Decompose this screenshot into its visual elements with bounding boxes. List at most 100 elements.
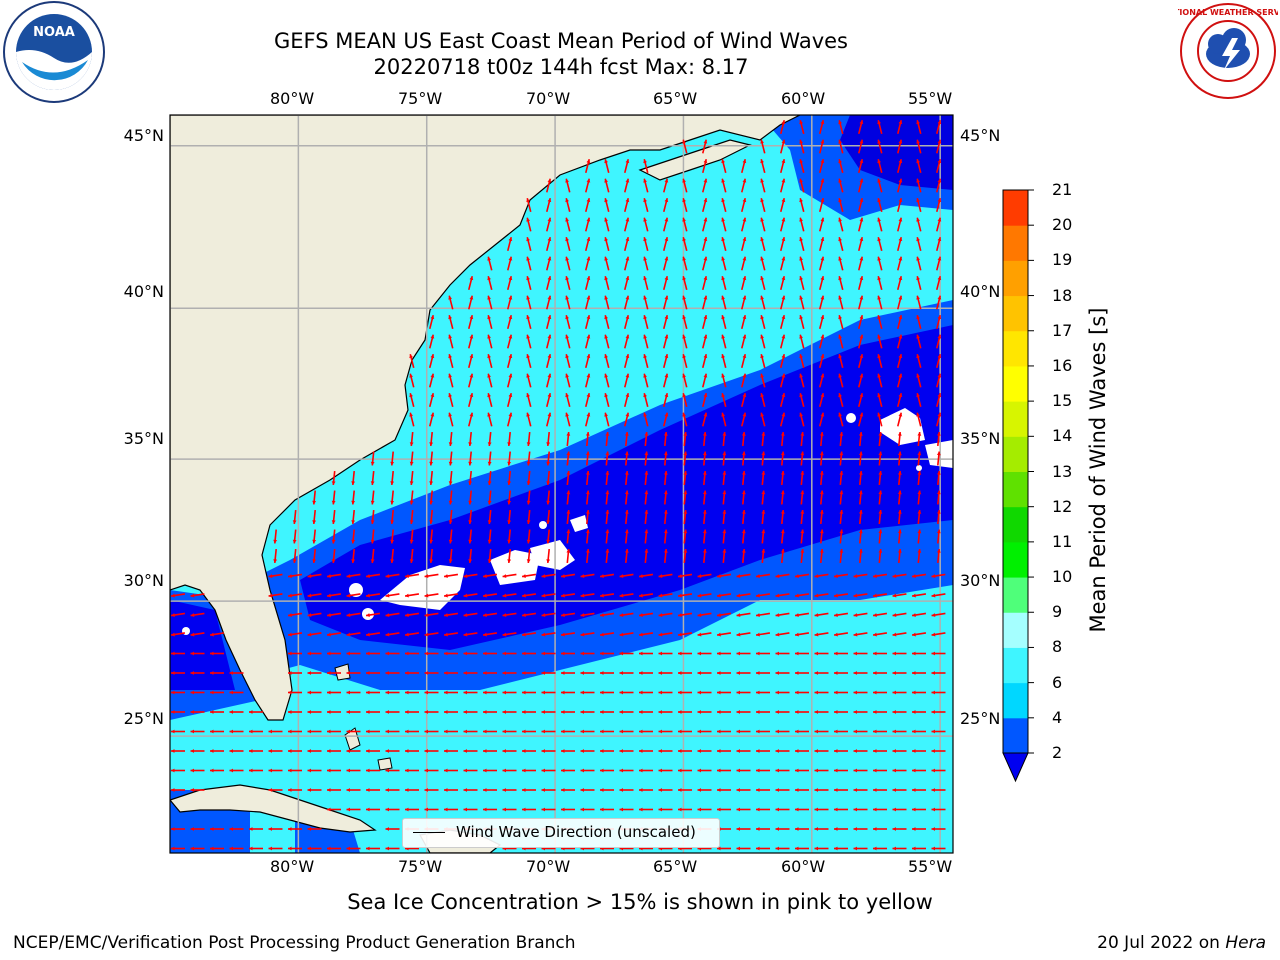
wind-wave-arrow (892, 573, 907, 578)
wind-wave-arrow (605, 529, 610, 544)
wind-wave-arrow (585, 490, 590, 505)
wind-wave-arrow (722, 490, 727, 505)
wind-wave-arrow (892, 690, 907, 695)
wind-wave-arrow (662, 198, 669, 212)
wind-wave-arrow (838, 334, 844, 349)
wind-wave-arrow (658, 729, 673, 734)
wind-wave-arrow (639, 690, 653, 695)
wind-wave-arrow (468, 431, 473, 447)
wind-wave-arrow (775, 573, 790, 578)
wind-wave-arrow (190, 632, 205, 637)
wind-wave-arrow (716, 612, 732, 617)
wind-wave-arrow (584, 276, 591, 290)
wind-wave-arrow (779, 334, 786, 349)
wind-wave-arrow (896, 159, 903, 173)
wind-wave-arrow (210, 690, 224, 695)
colorbar-tick-label: 8 (1052, 637, 1063, 657)
colorbar-tick-label: 2 (1052, 743, 1063, 762)
wind-wave-arrow (561, 690, 575, 695)
wind-wave-arrow (483, 690, 497, 695)
wind-wave-arrow (800, 451, 805, 466)
wind-wave-arrow (429, 509, 434, 525)
wind-wave-arrow (799, 120, 805, 134)
wind-wave-arrow (385, 846, 400, 851)
wind-wave-arrow (896, 393, 903, 407)
wind-wave-arrow (502, 671, 517, 675)
wind-wave-arrow (857, 373, 864, 388)
wind-wave-arrow (931, 788, 946, 792)
wind-wave-arrow (896, 295, 903, 310)
wind-wave-arrow (346, 749, 361, 753)
wind-wave-arrow (624, 490, 629, 505)
wind-wave-arrow (760, 334, 766, 349)
wind-wave-arrow (682, 295, 688, 310)
wind-wave-arrow (385, 788, 400, 792)
wind-wave-arrow (678, 788, 692, 792)
wind-wave-arrow (443, 573, 459, 578)
wind-wave-arrow (892, 827, 907, 831)
wind-wave-arrow (346, 788, 361, 792)
wind-wave-arrow (658, 788, 673, 792)
wind-wave-arrow (697, 612, 712, 617)
wind-wave-arrow (424, 612, 439, 617)
wind-wave-arrow (526, 198, 532, 212)
wind-wave-arrow (697, 710, 712, 714)
wind-wave-arrow (795, 807, 809, 812)
wind-wave-arrow (701, 198, 708, 212)
wind-wave-arrow (351, 509, 356, 525)
wind-wave-arrow (565, 178, 571, 193)
wind-wave-arrow (873, 807, 887, 812)
wind-wave-arrow (288, 788, 302, 792)
wind-wave-arrow (716, 573, 732, 578)
wind-wave-arrow (404, 593, 420, 598)
wind-wave-arrow (721, 178, 727, 193)
wind-wave-arrow (566, 548, 571, 564)
lat-tick-left: 25°N (123, 709, 164, 728)
wind-wave-arrow (717, 729, 731, 734)
wind-wave-arrow (892, 768, 907, 773)
colorbar-tick-label: 11 (1052, 531, 1073, 551)
wind-wave-arrow (170, 612, 186, 617)
wind-wave-arrow (487, 490, 492, 505)
lon-tick-bottom: 75°W (398, 857, 443, 876)
wind-wave-arrow (584, 373, 591, 388)
wind-wave-arrow (701, 276, 708, 290)
wind-wave-arrow (506, 393, 513, 407)
wind-wave-arrow (697, 788, 712, 792)
wind-wave-arrow (619, 651, 634, 656)
wind-wave-arrow (912, 768, 926, 773)
wind-wave-arrow (795, 671, 809, 675)
wind-wave-arrow (288, 729, 302, 734)
wind-wave-arrow (799, 217, 805, 232)
wind-wave-arrow (701, 237, 708, 251)
colorbar-tick-label: 18 (1052, 285, 1073, 305)
wind-wave-arrow (545, 217, 552, 232)
wind-wave-arrow (896, 120, 903, 134)
wind-wave-arrow (448, 470, 453, 486)
wind-wave-arrow (327, 788, 341, 792)
wind-wave-arrow (931, 593, 946, 598)
wind-wave-arrow (448, 373, 454, 388)
wind-wave-arrow (931, 651, 946, 656)
wind-wave-arrow (872, 612, 888, 617)
wind-wave-arrow (643, 237, 649, 251)
wind-wave-arrow (487, 529, 492, 544)
wind-wave-arrow (917, 509, 922, 525)
wind-wave-arrow (701, 354, 708, 368)
wind-wave-arrow (210, 671, 224, 675)
wind-wave-arrow (424, 651, 439, 656)
wind-wave-arrow (663, 470, 668, 486)
wind-wave-arrow (521, 612, 537, 617)
wind-wave-arrow (623, 412, 630, 427)
colorbar-tick-label: 19 (1052, 250, 1073, 270)
wind-wave-arrow (541, 690, 556, 695)
wind-wave-arrow (794, 573, 810, 578)
wind-wave-arrow (779, 373, 786, 388)
wind-wave-arrow (170, 632, 186, 637)
wind-wave-arrow (760, 373, 766, 388)
wind-wave-arrow (814, 612, 829, 617)
wind-wave-arrow (171, 768, 185, 773)
wind-wave-arrow (639, 749, 653, 753)
colorbar-cell (1003, 330, 1028, 367)
wind-wave-arrow (545, 334, 552, 349)
